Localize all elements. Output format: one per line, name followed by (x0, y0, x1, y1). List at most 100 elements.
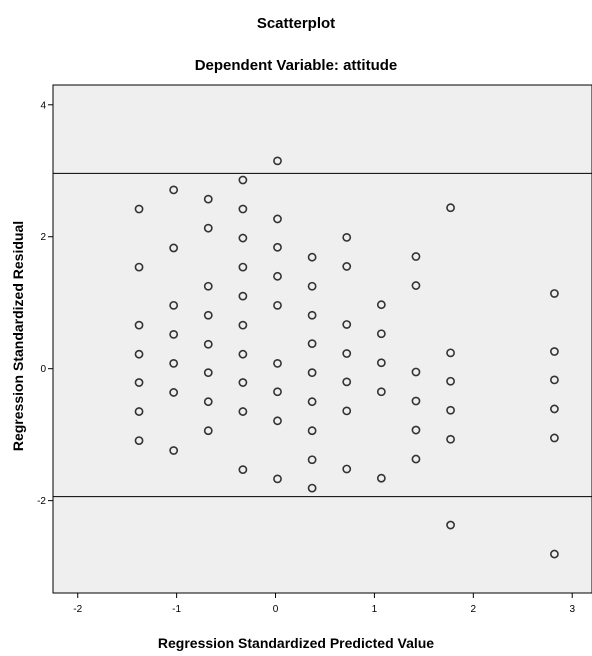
data-point (203, 339, 213, 349)
data-point (376, 387, 386, 397)
data-point (134, 320, 144, 330)
data-point (342, 262, 352, 271)
data-point (238, 349, 248, 359)
x-axis-ticks: -2 -1 0 1 2 3 (73, 593, 575, 615)
data-point (273, 214, 282, 224)
data-point (273, 242, 282, 252)
data-point (273, 271, 282, 281)
data-point (342, 320, 352, 329)
data-point (238, 291, 248, 301)
data-point (446, 405, 455, 415)
y-tick-label: 2 (40, 232, 46, 243)
data-point (134, 378, 144, 387)
x-tick-label: 1 (372, 604, 378, 615)
data-point (342, 349, 352, 358)
data-point (446, 203, 455, 213)
chart-title: Scatterplot (257, 15, 335, 32)
y-axis-ticks: 4 2 0 -2 (37, 100, 53, 507)
data-point (376, 358, 386, 368)
data-point (238, 320, 248, 330)
data-point (411, 367, 421, 377)
data-point (411, 281, 421, 290)
data-point (550, 433, 559, 443)
data-point (446, 434, 455, 444)
data-point (238, 262, 248, 272)
data-point (238, 407, 248, 416)
data-point (550, 404, 559, 414)
data-point (203, 397, 213, 407)
data-point (446, 520, 455, 530)
data-point (411, 396, 421, 406)
data-point (273, 156, 282, 166)
data-point (411, 425, 421, 435)
data-point (307, 397, 317, 407)
data-point (238, 204, 248, 214)
data-point (273, 359, 282, 368)
data-point (273, 387, 282, 397)
data-point (238, 465, 248, 475)
data-point (273, 416, 282, 426)
x-tick-label: -1 (172, 604, 181, 615)
x-axis-label: Regression Standardized Predicted Value (158, 635, 434, 651)
data-point (169, 243, 179, 253)
y-tick-label: 0 (40, 364, 46, 375)
data-point (550, 375, 559, 385)
data-point (134, 204, 144, 214)
data-point (307, 281, 317, 291)
data-point (203, 368, 213, 378)
reference-lines (53, 172, 592, 498)
data-point (238, 233, 248, 243)
data-point (446, 376, 455, 386)
data-point (169, 446, 179, 455)
data-point (169, 388, 179, 397)
data-point (342, 377, 352, 387)
data-point (273, 300, 282, 310)
data-point (446, 348, 455, 358)
data-point (307, 455, 317, 465)
x-tick-label: 0 (273, 604, 279, 615)
data-point (203, 426, 213, 436)
data-point (203, 194, 213, 204)
data-point (203, 281, 213, 291)
data-point (169, 185, 179, 195)
data-point (411, 454, 421, 464)
data-point (169, 300, 179, 310)
y-axis-label: Regression Standardized Residual (10, 221, 26, 451)
data-point (550, 549, 559, 559)
data-point (238, 378, 248, 387)
data-point (134, 349, 144, 359)
data-point (203, 310, 213, 320)
data-point (342, 464, 352, 474)
plot-area (52, 84, 592, 594)
data-point (307, 426, 317, 436)
data-point (307, 252, 317, 262)
data-point (550, 289, 559, 298)
data-point (307, 368, 317, 378)
data-point (203, 223, 213, 233)
x-tick-label: 3 (569, 604, 575, 615)
data-point (376, 329, 386, 339)
data-point (307, 483, 317, 493)
data-point (169, 359, 179, 368)
data-point (411, 252, 421, 261)
data-point (134, 436, 144, 445)
chart-subtitle: Dependent Variable: attitude (195, 57, 398, 74)
y-tick-label: 4 (40, 100, 46, 111)
x-tick-label: -2 (73, 604, 82, 615)
data-point (342, 406, 352, 416)
y-tick-label: -2 (37, 496, 46, 507)
data-point (169, 329, 179, 339)
data-point (307, 310, 317, 320)
data-point (550, 347, 559, 356)
data-point (273, 474, 282, 484)
data-point (307, 339, 317, 349)
data-point (376, 473, 386, 483)
data-point (134, 262, 144, 272)
data-point (238, 175, 248, 185)
data-points (134, 156, 559, 559)
data-point (134, 407, 144, 416)
x-tick-label: 2 (471, 604, 477, 615)
data-point (376, 300, 386, 310)
data-point (342, 232, 352, 242)
